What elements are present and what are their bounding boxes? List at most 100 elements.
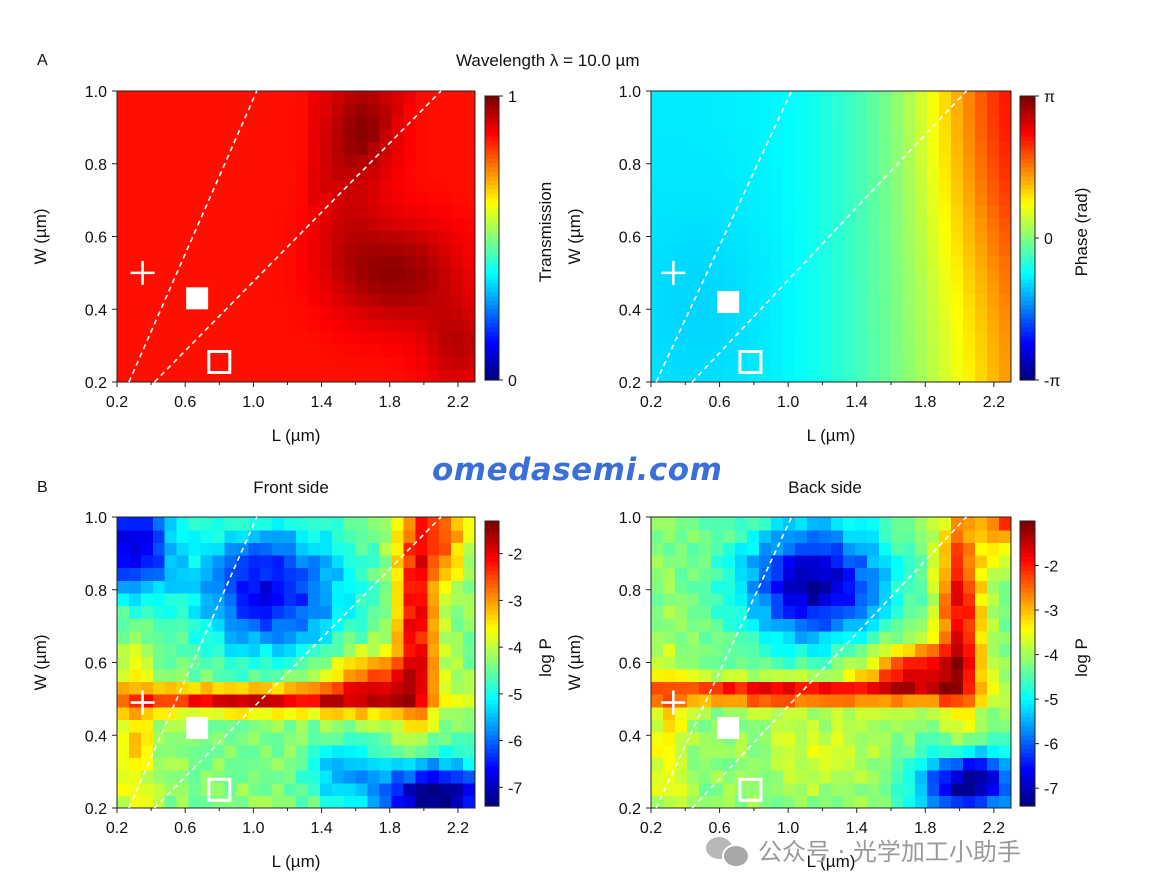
heatmap-cell [759,618,772,632]
heatmap-cell [723,592,736,607]
heatmap-cell [224,179,237,193]
colorbar-tick-label: -7 [1044,781,1058,798]
heatmap-cell [891,116,904,130]
heatmap-cell [296,542,309,556]
heatmap-cell [747,630,760,645]
heatmap-cell [439,141,452,155]
heatmap-cell [699,280,712,295]
heatmap-cell [723,318,736,332]
heatmap-cell [867,192,880,206]
heatmap-cell [915,643,928,657]
heatmap-cell [307,128,321,143]
heatmap-cell [891,154,904,168]
heatmap-cell [355,179,369,193]
heatmap-cell [260,592,273,607]
heatmap-cell [759,517,772,531]
heatmap-cell [891,293,904,307]
heatmap-cell [867,542,880,556]
panel-label-a: A [37,52,48,69]
heatmap-cell [975,668,988,683]
heatmap-cell [319,719,333,733]
heatmap-cell [427,757,440,771]
colorbar-step [1020,770,1035,776]
heatmap-cell [451,567,464,581]
colorbar-step [1020,260,1035,266]
heatmap-cell [819,630,832,645]
heatmap-cell [451,529,464,543]
heatmap-cell [951,592,964,607]
heatmap-cell [463,356,476,370]
heatmap-cell [367,643,381,657]
heatmap-cell [663,91,676,105]
heatmap-cell [427,179,440,193]
heatmap-cell [140,542,154,556]
heatmap-cell [319,795,333,809]
heatmap-cell [284,344,297,358]
heatmap-cell [355,154,369,168]
heatmap-cell [735,580,748,594]
heatmap-cell [663,744,676,758]
heatmap-cell [117,630,130,645]
heatmap-cell [903,744,916,758]
heatmap-cell [747,179,760,193]
heatmap-cell [759,706,772,721]
heatmap-cell [212,230,225,244]
heatmap-cell [963,306,976,320]
heatmap-cell [999,567,1012,581]
heatmap-cell [236,356,249,370]
heatmap-cell [795,369,808,383]
heatmap-cell [795,795,808,809]
heatmap-cell [272,706,285,721]
heatmap-cell [987,744,1000,758]
heatmap-cell [319,293,333,307]
heatmap-cell [675,554,688,569]
heatmap-cell [140,255,154,269]
heatmap-cell [915,554,928,569]
heatmap-cell [975,630,988,645]
heatmap-cell [855,668,868,683]
heatmap-cell [307,694,321,708]
heatmap-cell [939,732,952,746]
heatmap-cell [355,91,369,105]
heatmap-cell [939,306,952,320]
heatmap-cell [117,179,130,193]
heatmap-cell [843,770,856,784]
heatmap-cell [843,757,856,771]
heatmap-cell [999,128,1012,143]
heatmap-cell [188,694,202,708]
heatmap-cell [212,306,225,320]
heatmap-cell [855,344,868,358]
heatmap-cell [807,744,820,758]
heatmap-cell [296,344,309,358]
heatmap-cell [176,694,190,708]
heatmap-cell [343,567,357,581]
heatmap-cell [307,542,321,556]
heatmap-cell [699,141,712,155]
heatmap-cell [463,369,476,383]
heatmap-cell [152,128,166,143]
heatmap-cell [284,605,297,619]
heatmap-cell [795,630,808,645]
colorbar-step [485,113,499,119]
heatmap-cell [963,116,976,130]
heatmap-cell [343,268,357,282]
heatmap-cell [236,630,249,645]
heatmap-cell [867,757,880,771]
heatmap-cell [117,580,130,594]
heatmap-cell [439,668,452,683]
colorbar-label: log P [536,638,555,677]
heatmap-cell [331,630,345,645]
heatmap-cell [415,154,428,168]
heatmap-cell [319,331,333,345]
heatmap-cell [284,542,297,556]
heatmap-cell [260,517,273,531]
heatmap-cell [128,91,142,105]
heatmap-cell [212,795,225,809]
heatmap-cell [415,128,428,143]
heatmap-cell [152,91,166,105]
heatmap-cell [331,668,345,683]
colorbar-step [485,167,499,173]
heatmap-cell [248,529,261,543]
heatmap-cell [451,592,464,607]
heatmap-cell [987,643,1000,657]
